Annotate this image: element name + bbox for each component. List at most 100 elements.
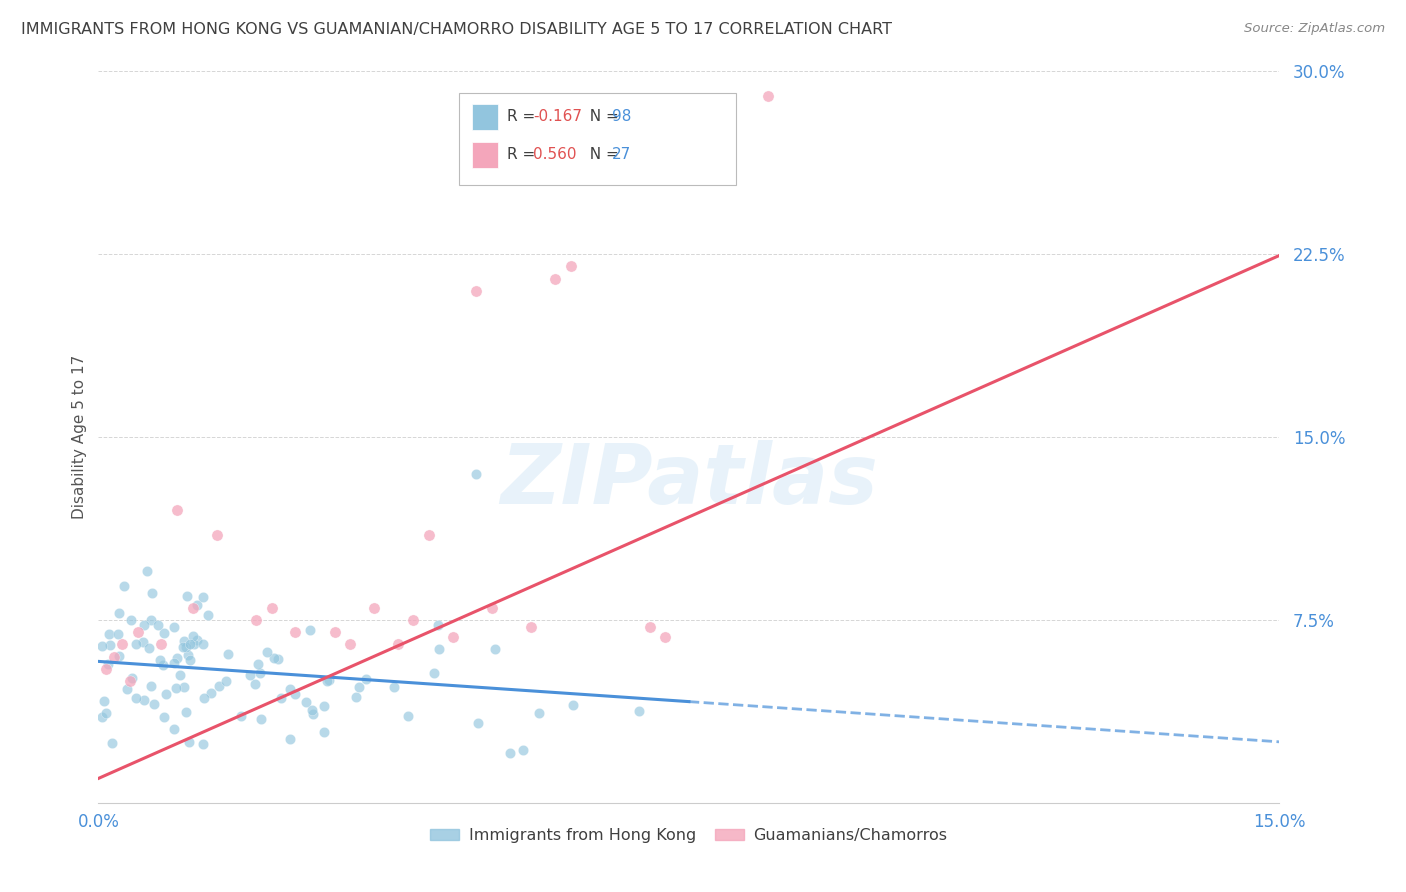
Point [174, 705, 197, 719]
Point [177, 648, 200, 662]
Text: 27: 27 [612, 147, 631, 162]
Point [103, 649, 125, 664]
Text: 0.560: 0.560 [533, 147, 576, 162]
Point [423, 665, 446, 680]
Point [467, 716, 489, 731]
Point [173, 680, 195, 694]
Point [149, 653, 172, 667]
Point [344, 690, 367, 704]
Legend: Immigrants from Hong Kong, Guamanians/Chamorros: Immigrants from Hong Kong, Guamanians/Ch… [425, 822, 953, 850]
Point [402, 613, 425, 627]
Text: Source: ZipAtlas.com: Source: ZipAtlas.com [1244, 22, 1385, 36]
Point [163, 619, 186, 633]
Point [323, 625, 346, 640]
Point [121, 671, 143, 685]
Text: 98: 98 [612, 109, 631, 124]
Point [418, 527, 440, 541]
Point [135, 564, 157, 578]
Point [153, 710, 176, 724]
Point [186, 633, 208, 648]
Point [284, 625, 307, 640]
Point [314, 724, 336, 739]
Point [200, 686, 222, 700]
Point [181, 600, 204, 615]
Point [183, 637, 205, 651]
Point [245, 613, 267, 627]
Point [339, 637, 361, 651]
Point [354, 672, 377, 686]
Point [191, 637, 214, 651]
Point [498, 746, 520, 760]
Point [193, 591, 215, 605]
Text: N =: N = [581, 109, 624, 124]
Point [139, 613, 162, 627]
Point [205, 527, 228, 541]
Point [165, 681, 187, 696]
Point [93, 694, 115, 708]
Point [176, 590, 198, 604]
Text: N =: N = [581, 147, 624, 162]
Point [177, 735, 200, 749]
Point [270, 691, 292, 706]
Point [229, 708, 252, 723]
Point [134, 692, 156, 706]
Point [141, 585, 163, 599]
Point [249, 665, 271, 680]
Point [427, 641, 450, 656]
Point [169, 668, 191, 682]
Point [179, 637, 201, 651]
Point [125, 691, 148, 706]
Bar [471, 142, 498, 168]
Point [150, 637, 173, 651]
Point [111, 637, 134, 651]
Point [250, 712, 273, 726]
Text: -0.167: -0.167 [533, 109, 582, 124]
Point [127, 625, 149, 640]
Point [134, 617, 156, 632]
Point [155, 687, 177, 701]
Point [197, 608, 219, 623]
Point [112, 579, 135, 593]
Point [280, 731, 302, 746]
Point [153, 626, 176, 640]
Point [124, 637, 146, 651]
Point [163, 656, 186, 670]
Bar [471, 103, 498, 130]
Point [146, 617, 169, 632]
Text: R =: R = [508, 147, 540, 162]
Point [312, 698, 335, 713]
Point [295, 695, 318, 709]
Point [186, 598, 208, 612]
Text: ZIPatlas: ZIPatlas [501, 441, 877, 522]
Point [163, 722, 186, 736]
Point [98, 627, 121, 641]
Point [284, 687, 307, 701]
Point [193, 738, 215, 752]
Point [562, 698, 585, 713]
Point [208, 679, 231, 693]
Point [387, 637, 409, 651]
Point [520, 620, 543, 634]
Point [315, 673, 337, 688]
Point [638, 620, 661, 634]
Point [91, 710, 114, 724]
Point [481, 600, 503, 615]
Point [193, 691, 215, 706]
Point [91, 639, 114, 653]
Point [427, 618, 450, 632]
Point [143, 697, 166, 711]
Point [98, 638, 121, 652]
Point [138, 640, 160, 655]
Text: R =: R = [508, 109, 540, 124]
Y-axis label: Disability Age 5 to 17: Disability Age 5 to 17 [72, 355, 87, 519]
Point [396, 709, 419, 723]
Point [166, 503, 188, 517]
Point [756, 88, 779, 103]
Point [256, 645, 278, 659]
Point [484, 641, 506, 656]
Point [465, 467, 488, 481]
Point [512, 743, 534, 757]
Point [654, 630, 676, 644]
Point [166, 651, 188, 665]
Point [278, 682, 301, 697]
